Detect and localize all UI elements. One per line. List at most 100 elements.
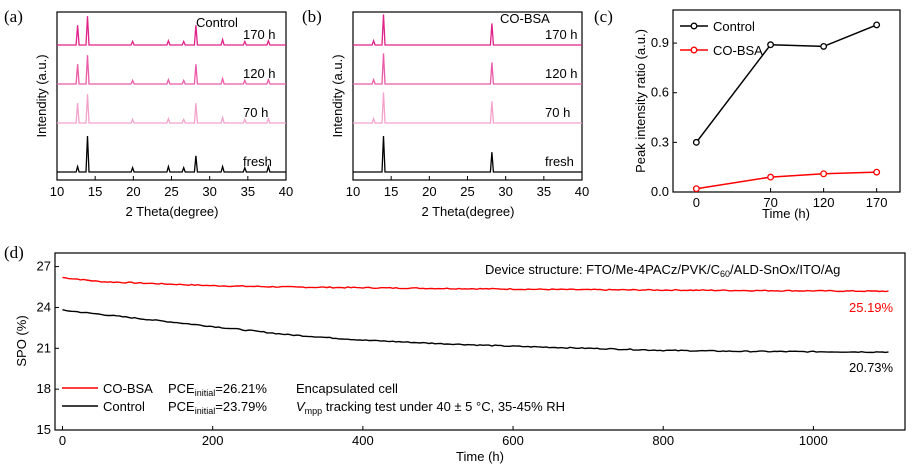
panel-c-legend: Control CO-BSA — [680, 19, 763, 58]
panel-c-xticks: 0 70 120 170 — [693, 188, 888, 210]
legend-label: CO-BSA — [103, 381, 153, 396]
panel-c: (c) 0.0 0.3 0.6 0.9 0 70 120 170 Control CO-BSA… — [594, 7, 901, 221]
y-tick-label: 0.0 — [651, 184, 669, 199]
x-tick-label: 25 — [164, 184, 178, 199]
panel-c-yticks: 0.0 0.3 0.6 0.9 — [651, 35, 677, 199]
panel-d-yticks: 15 18 21 24 27 — [37, 259, 59, 437]
x-tick-label: 120 — [813, 195, 835, 210]
panel-c-label: (c) — [594, 7, 613, 26]
y-tick-label: 27 — [37, 259, 51, 274]
x-tick-label: 20 — [422, 184, 436, 199]
panel-a-ylabel: Intendity (a.u.) — [34, 54, 49, 137]
y-tick-label: 0.9 — [651, 35, 669, 50]
xrd-trace-label: fresh — [545, 154, 574, 169]
series-line-Control — [62, 309, 889, 354]
panel-d-legend: CO-BSA PCEinitial=26.21% Encapsulated cell… — [62, 381, 565, 416]
legend-label: Control — [103, 399, 145, 414]
data-point — [873, 21, 881, 29]
panel-a-xlabel: 2 Theta(degree) — [126, 204, 219, 219]
series-line-CO-BSA — [696, 171, 877, 190]
panel-a-xticks: 10 15 20 25 30 35 40 — [50, 176, 293, 199]
y-tick-label: 24 — [37, 299, 51, 314]
x-tick-label: 40 — [575, 184, 589, 199]
x-tick-label: 10 — [50, 184, 64, 199]
x-tick-label: 1000 — [799, 433, 828, 448]
series-line-CO-BSA — [62, 276, 889, 293]
xrd-trace-70-h — [57, 94, 286, 124]
x-tick-label: 70 — [763, 195, 777, 210]
panel-d-xticks: 0 200 400 600 800 1000 — [59, 426, 828, 448]
panel-b-label: (b) — [302, 7, 322, 26]
x-tick-label: 170 — [866, 195, 888, 210]
legend-marker — [690, 22, 698, 30]
panel-b-ylabel: Intendity (a.u.) — [330, 54, 345, 137]
data-point — [692, 185, 700, 193]
x-tick-label: 0 — [693, 195, 700, 210]
xrd-trace-label: 70 h — [243, 105, 268, 120]
xrd-trace-label: 170 h — [243, 27, 276, 42]
data-point — [692, 138, 700, 146]
x-tick-label: 20 — [126, 184, 140, 199]
data-point — [820, 42, 828, 50]
x-tick-label: 30 — [498, 184, 512, 199]
y-tick-label: 15 — [37, 422, 51, 437]
panel-c-series — [692, 21, 881, 193]
device-structure-subscript: 60 — [720, 269, 730, 279]
x-tick-label: 400 — [352, 433, 374, 448]
x-tick-label: 800 — [652, 433, 674, 448]
panel-d-ylabel: SPO (%) — [14, 315, 29, 366]
panel-d-xlabel: Time (h) — [456, 449, 504, 464]
xrd-trace-label: 120 h — [545, 66, 578, 81]
panel-c-ylabel: Peak intensity ratio (a.u.) — [633, 29, 648, 173]
y-tick-label: 18 — [37, 381, 51, 396]
device-structure-suffix: /ALD-SnOx/ITO/Ag — [730, 262, 840, 277]
xrd-trace-70-h — [353, 92, 582, 124]
data-point — [873, 168, 881, 176]
xrd-trace-120-h — [57, 55, 286, 85]
panel-b-traces: 170 h 120 h 70 h fresh — [353, 14, 582, 173]
x-tick-label: 25 — [460, 184, 474, 199]
panel-a-label: (a) — [4, 7, 23, 26]
xrd-trace-label: 120 h — [243, 66, 276, 81]
x-tick-label: 15 — [88, 184, 102, 199]
legend-note: Encapsulated cell — [296, 381, 398, 396]
xrd-trace-170-h — [353, 14, 582, 46]
panel-d-frame — [54, 252, 906, 431]
panel-b-legend: CO-BSA — [500, 11, 550, 26]
panel-d-end-label-co-bsa: 25.19% — [849, 300, 894, 315]
panel-d-end-label-control: 20.73% — [849, 360, 894, 375]
xrd-trace-label: fresh — [243, 154, 272, 169]
x-tick-label: 40 — [279, 184, 293, 199]
x-tick-label: 35 — [241, 184, 255, 199]
panel-c-frame — [672, 9, 901, 193]
xrd-trace-fresh — [57, 135, 286, 173]
panel-d-device-structure: Device structure: FTO/Me-4PACz/PVK/C60/A… — [485, 262, 840, 279]
x-tick-label: 10 — [346, 184, 360, 199]
legend-pce: PCEinitial=26.21% — [168, 381, 267, 398]
data-point — [820, 170, 828, 178]
legend-label: CO-BSA — [713, 43, 763, 58]
xrd-trace-label: 170 h — [545, 27, 578, 42]
y-tick-label: 0.6 — [651, 85, 669, 100]
panel-d-series — [62, 276, 889, 354]
xrd-trace-fresh — [353, 135, 582, 173]
x-tick-label: 15 — [384, 184, 398, 199]
xrd-trace-label: 70 h — [545, 105, 570, 120]
legend-note: Vmpp tracking test under 40 ± 5 °C, 35-4… — [296, 399, 565, 416]
data-point — [767, 41, 775, 49]
panel-a-traces: 170 h 120 h 70 h fresh — [57, 16, 286, 173]
panel-b-xlabel: 2 Theta(degree) — [422, 204, 515, 219]
xrd-trace-170-h — [57, 16, 286, 46]
panel-d-label: (d) — [4, 243, 24, 262]
panel-a-legend: Control — [196, 15, 238, 30]
device-structure-prefix: Device structure: FTO/Me-4PACz/PVK/C — [485, 262, 720, 277]
legend-label: Control — [713, 19, 755, 34]
series-line-Control — [695, 24, 877, 143]
y-tick-label: 21 — [37, 340, 51, 355]
x-tick-label: 30 — [202, 184, 216, 199]
legend-pce: PCEinitial=23.79% — [168, 399, 267, 416]
panel-b-xticks: 10 15 20 25 30 35 40 — [346, 176, 589, 199]
panel-c-xlabel: Time (h) — [762, 206, 810, 221]
panel-d: (d) Device structure: FTO/Me-4PACz/PVK/C… — [4, 243, 906, 464]
